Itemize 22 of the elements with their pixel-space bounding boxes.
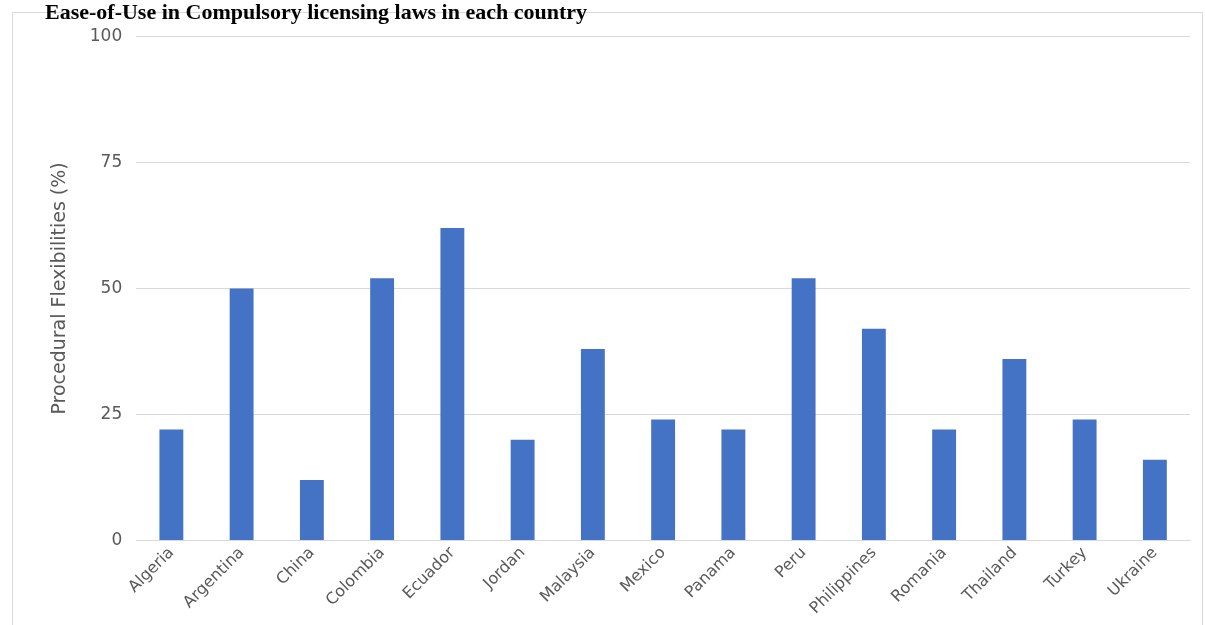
bar (1142, 459, 1167, 540)
bar (932, 429, 957, 540)
bar (651, 419, 676, 540)
bar (370, 278, 395, 540)
bar (159, 429, 184, 540)
bar (1002, 359, 1027, 540)
chart-title: Ease-of-Use in Compulsory licensing laws in each country (45, 0, 588, 24)
bar (440, 227, 465, 540)
y-tick-label: 100 (89, 24, 123, 45)
bar (580, 348, 605, 540)
bar (510, 439, 535, 540)
bar (229, 288, 254, 540)
y-tick-label: 0 (111, 528, 123, 549)
bar (1072, 419, 1097, 540)
y-axis-title: Procedural Flexibilities (%) (47, 162, 70, 415)
bar (791, 278, 816, 540)
y-tick-label: 25 (100, 402, 123, 423)
y-tick-label: 75 (100, 150, 123, 171)
bar (721, 429, 746, 540)
bar (861, 328, 886, 540)
bar (299, 479, 324, 540)
y-tick-label: 50 (100, 276, 123, 297)
